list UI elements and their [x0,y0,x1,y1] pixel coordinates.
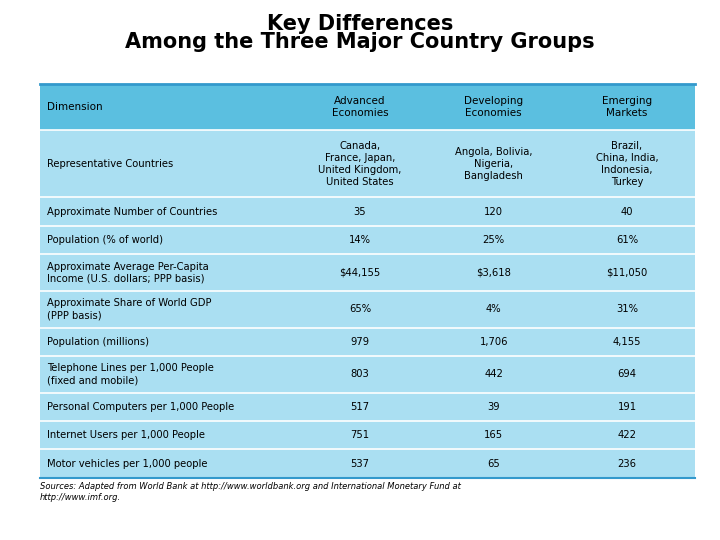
Text: 517: 517 [351,402,369,412]
Text: 4,155: 4,155 [613,337,642,347]
Text: 422: 422 [618,430,636,440]
Text: Population (% of world): Population (% of world) [47,235,163,245]
Text: 31%: 31% [616,304,638,314]
Text: Developing
Economies: Developing Economies [464,96,523,118]
Text: Emerging
Markets: Emerging Markets [602,96,652,118]
Text: Angola, Bolivia,
Nigeria,
Bangladesh: Angola, Bolivia, Nigeria, Bangladesh [455,147,532,181]
Text: Canada,
France, Japan,
United Kingdom,
United States: Canada, France, Japan, United Kingdom, U… [318,141,402,187]
Text: Dimension: Dimension [47,102,102,112]
Text: 442: 442 [485,369,503,379]
Text: 35: 35 [354,207,366,217]
Text: $11,050: $11,050 [606,268,647,278]
Text: 40: 40 [621,207,633,217]
Text: 4%: 4% [486,304,501,314]
Text: Sources: Adapted from World Bank at http://www.worldbank.org and International M: Sources: Adapted from World Bank at http… [40,482,461,502]
Text: 165: 165 [484,430,503,440]
Text: 14%: 14% [349,235,371,245]
Text: Brazil,
China, India,
Indonesia,
Turkey: Brazil, China, India, Indonesia, Turkey [595,141,658,187]
Text: 537: 537 [351,458,369,469]
Text: Approximate Number of Countries: Approximate Number of Countries [47,207,217,217]
Text: 979: 979 [351,337,369,347]
Text: Personal Computers per 1,000 People: Personal Computers per 1,000 People [47,402,234,412]
Text: 694: 694 [618,369,636,379]
Text: 236: 236 [618,458,636,469]
Text: 25%: 25% [482,235,505,245]
Text: Population (millions): Population (millions) [47,337,149,347]
Text: 803: 803 [351,369,369,379]
Text: 191: 191 [618,402,636,412]
Text: 65%: 65% [349,304,371,314]
Text: 120: 120 [484,207,503,217]
Text: 65: 65 [487,458,500,469]
Text: Advanced
Economies: Advanced Economies [332,96,388,118]
Text: Among the Three Major Country Groups: Among the Three Major Country Groups [125,32,595,52]
Bar [40,84,695,131]
Bar [40,84,695,478]
Text: 1,706: 1,706 [480,337,508,347]
Text: Motor vehicles per 1,000 people: Motor vehicles per 1,000 people [47,458,207,469]
Text: Telephone Lines per 1,000 People
(fixed and mobile): Telephone Lines per 1,000 People (fixed … [47,363,214,385]
Text: 61%: 61% [616,235,638,245]
Text: 39: 39 [487,402,500,412]
Text: $3,618: $3,618 [476,268,511,278]
Text: Internet Users per 1,000 People: Internet Users per 1,000 People [47,430,204,440]
Text: Approximate Average Per-Capita
Income (U.S. dollars; PPP basis): Approximate Average Per-Capita Income (U… [47,262,209,284]
Text: Approximate Share of World GDP
(PPP basis): Approximate Share of World GDP (PPP basi… [47,298,211,320]
Text: $44,155: $44,155 [339,268,381,278]
Text: Key Differences: Key Differences [267,14,453,33]
Text: Representative Countries: Representative Countries [47,159,173,169]
Text: 751: 751 [351,430,369,440]
